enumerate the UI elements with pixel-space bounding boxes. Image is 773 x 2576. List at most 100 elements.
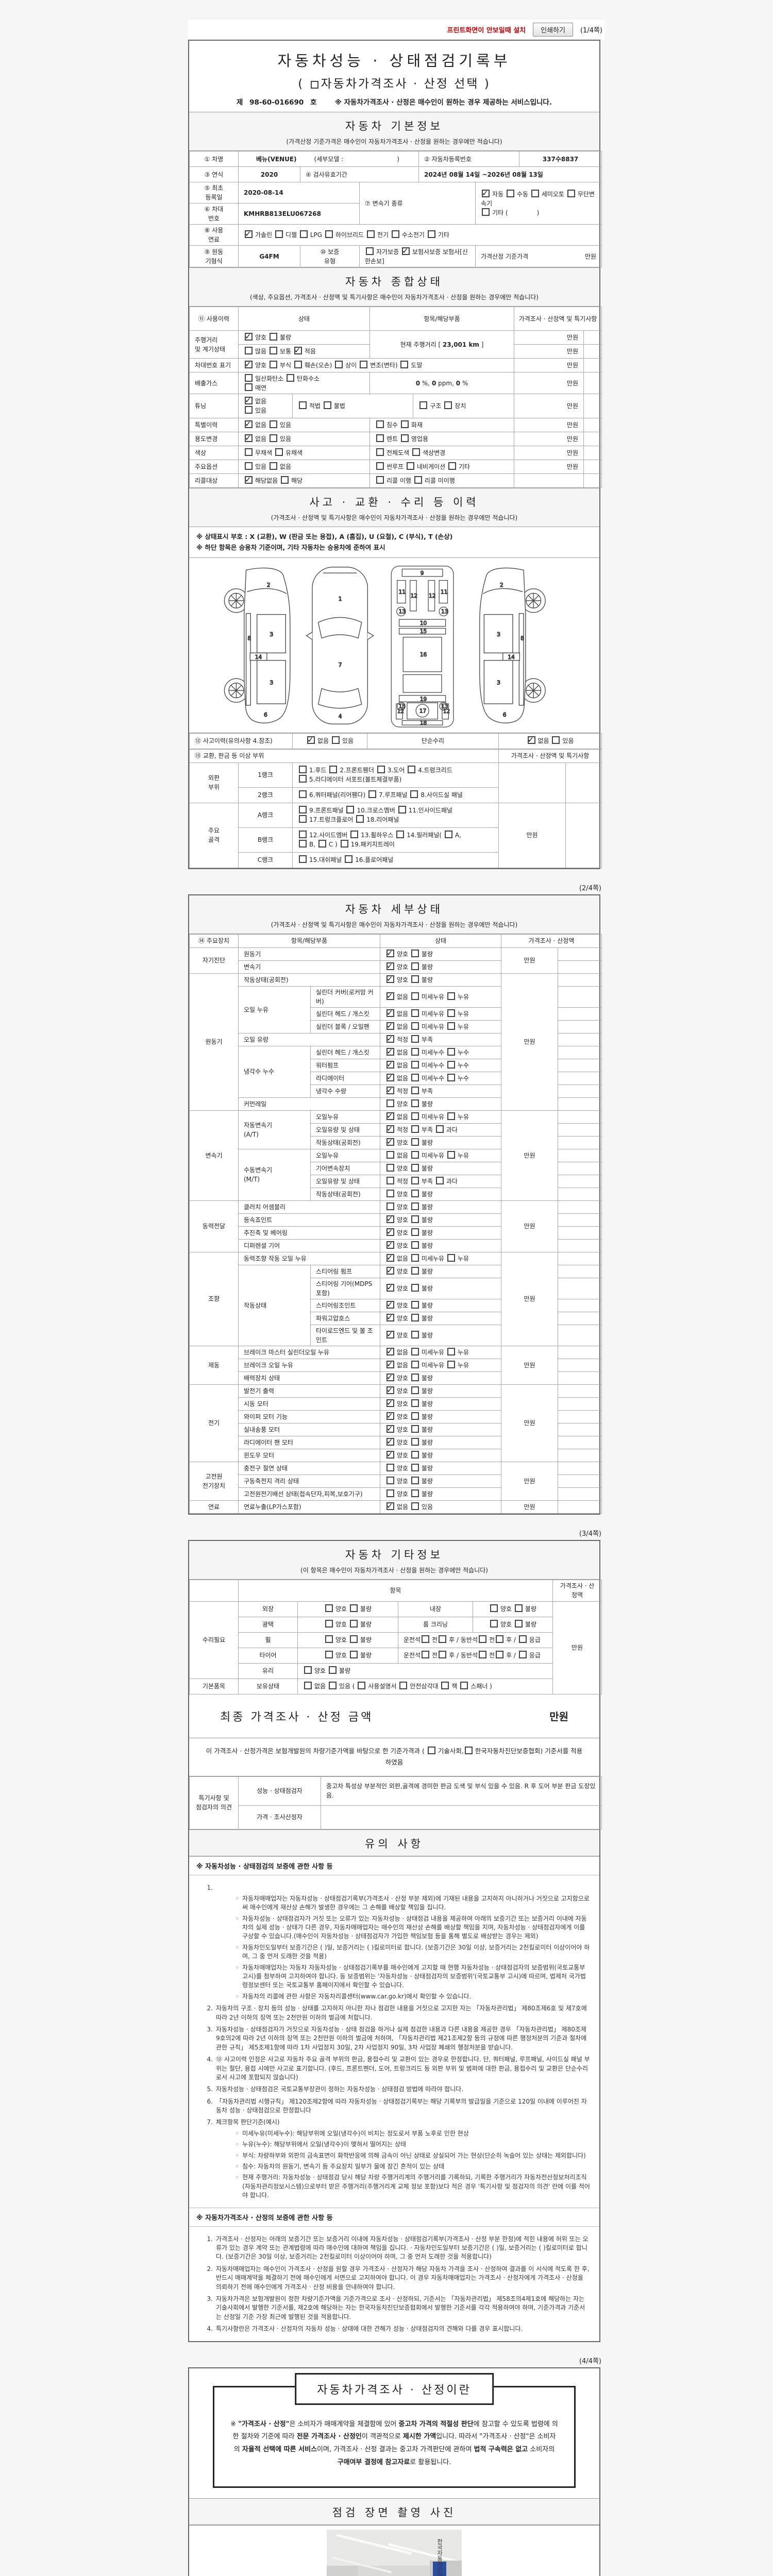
checkbox[interactable] (448, 462, 456, 470)
checkbox[interactable] (411, 949, 419, 957)
checkbox[interactable] (280, 476, 289, 484)
checkbox[interactable] (482, 208, 490, 216)
checkbox[interactable] (294, 361, 302, 368)
checkbox[interactable] (328, 1666, 337, 1674)
checkbox[interactable] (386, 947, 395, 959)
checkbox[interactable] (411, 1189, 419, 1197)
checkbox[interactable] (386, 1423, 395, 1434)
checkbox[interactable] (299, 815, 307, 823)
checkbox[interactable] (411, 1047, 419, 1056)
checkbox[interactable] (439, 1651, 447, 1658)
checkbox[interactable] (287, 374, 295, 382)
checkbox[interactable] (386, 1099, 395, 1107)
checkbox[interactable] (346, 806, 355, 814)
checkbox[interactable] (386, 1239, 395, 1250)
checkbox[interactable] (386, 1410, 395, 1421)
checkbox[interactable] (400, 361, 409, 368)
checkbox[interactable] (345, 855, 353, 863)
checkbox[interactable] (411, 1112, 419, 1120)
checkbox[interactable] (386, 1436, 395, 1447)
checkbox[interactable] (304, 1682, 312, 1689)
checkbox[interactable] (386, 1500, 395, 1512)
checkbox[interactable] (386, 960, 395, 972)
checkbox[interactable] (427, 1746, 435, 1754)
checkbox[interactable] (245, 359, 253, 370)
checkbox[interactable] (294, 345, 302, 357)
checkbox[interactable] (318, 840, 326, 848)
install-tip[interactable]: 프린트화면이 안보일때 설치 (447, 27, 526, 35)
checkbox[interactable] (245, 474, 253, 486)
checkbox[interactable] (386, 1202, 395, 1210)
checkbox[interactable] (299, 766, 307, 773)
checkbox[interactable] (358, 1682, 366, 1689)
checkbox[interactable] (269, 333, 277, 341)
checkbox[interactable] (410, 790, 418, 798)
checkbox[interactable] (552, 736, 560, 744)
checkbox[interactable] (325, 1620, 333, 1628)
checkbox[interactable] (527, 734, 535, 746)
checkbox[interactable] (356, 815, 364, 823)
checkbox[interactable] (245, 432, 253, 444)
checkbox[interactable] (376, 448, 384, 456)
checkbox[interactable] (411, 1489, 419, 1497)
checkbox[interactable] (245, 331, 253, 343)
checkbox[interactable] (391, 230, 399, 238)
checkbox[interactable] (447, 1022, 455, 1030)
checkbox[interactable] (444, 401, 452, 409)
checkbox[interactable] (299, 230, 308, 238)
checkbox[interactable] (411, 1202, 419, 1210)
checkbox[interactable] (245, 406, 253, 414)
checkbox[interactable] (567, 189, 575, 197)
checkbox[interactable] (269, 361, 277, 368)
checkbox[interactable] (386, 1123, 395, 1134)
checkbox[interactable] (411, 1150, 419, 1159)
checkbox[interactable] (386, 1136, 395, 1147)
checkbox[interactable] (299, 840, 307, 848)
checkbox[interactable] (411, 1463, 419, 1471)
checkbox[interactable] (386, 1299, 395, 1310)
checkbox[interactable] (490, 1604, 498, 1612)
checkbox[interactable] (386, 1084, 395, 1096)
checkbox[interactable] (408, 766, 416, 773)
checkbox[interactable] (411, 1450, 419, 1459)
checkbox[interactable] (447, 1009, 455, 1017)
checkbox[interactable] (427, 230, 435, 238)
checkbox[interactable] (411, 1228, 419, 1236)
checkbox[interactable] (411, 992, 419, 1000)
checkbox[interactable] (350, 831, 359, 838)
checkbox[interactable] (386, 1007, 395, 1019)
checkbox[interactable] (506, 189, 514, 197)
checkbox[interactable] (349, 1620, 358, 1628)
checkbox[interactable] (325, 1651, 333, 1658)
checkbox[interactable] (411, 1022, 419, 1030)
checkbox[interactable] (360, 361, 368, 368)
checkbox[interactable] (386, 1072, 395, 1083)
checkbox[interactable] (386, 1282, 395, 1293)
checkbox[interactable] (299, 775, 307, 783)
checkbox[interactable] (386, 1059, 395, 1070)
checkbox[interactable] (386, 1384, 395, 1396)
checkbox[interactable] (299, 831, 307, 838)
checkbox[interactable] (411, 1476, 419, 1484)
checkbox[interactable] (460, 1682, 468, 1689)
checkbox[interactable] (245, 347, 253, 354)
checkbox[interactable] (386, 1397, 395, 1409)
checkbox[interactable] (411, 1283, 419, 1292)
checkbox[interactable] (245, 448, 253, 456)
checkbox[interactable] (269, 420, 277, 428)
checkbox[interactable] (447, 1360, 455, 1368)
checkbox[interactable] (386, 1489, 395, 1497)
checkbox[interactable] (386, 1265, 395, 1276)
checkbox[interactable] (422, 1635, 430, 1643)
checkbox[interactable] (386, 1020, 395, 1031)
checkbox[interactable] (396, 831, 405, 838)
checkbox[interactable] (411, 1253, 419, 1262)
checkbox[interactable] (325, 1604, 333, 1612)
checkbox[interactable] (398, 806, 406, 814)
checkbox[interactable] (482, 188, 490, 199)
checkbox[interactable] (419, 401, 428, 409)
checkbox[interactable] (479, 1635, 487, 1643)
checkbox[interactable] (441, 1682, 449, 1689)
checkbox[interactable] (411, 962, 419, 970)
checkbox[interactable] (411, 1300, 419, 1309)
